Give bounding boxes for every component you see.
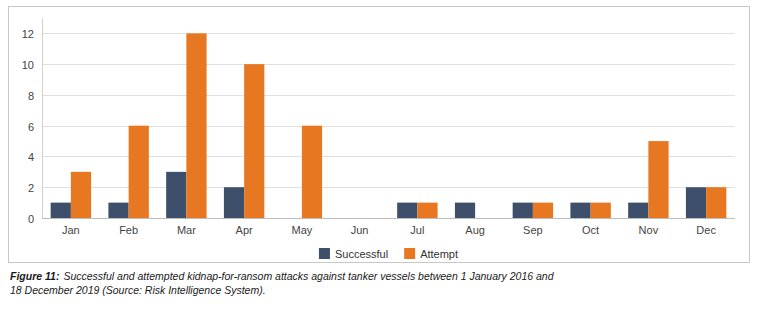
x-tick-label: Nov bbox=[639, 224, 659, 236]
y-axis: 0 2 4 6 8 10 12 bbox=[22, 28, 735, 225]
y-tick-label: 6 bbox=[28, 121, 34, 133]
x-tick-label: Jan bbox=[62, 224, 80, 236]
bar bbox=[339, 218, 359, 219]
legend-label: Successful bbox=[335, 248, 388, 260]
legend-swatch bbox=[404, 248, 415, 259]
bar bbox=[455, 203, 475, 218]
x-tick-label: Jun bbox=[351, 224, 369, 236]
grid-line bbox=[42, 218, 735, 219]
bar bbox=[417, 203, 437, 218]
bar bbox=[591, 203, 611, 218]
chart-container: 0 2 4 6 8 10 12 Jan Feb Mar Apr May Jun Jul Aug Sep Oct N… bbox=[0, 0, 757, 333]
bar bbox=[533, 203, 553, 218]
bar bbox=[570, 203, 590, 218]
bar bbox=[628, 203, 648, 218]
y-tick-label: 10 bbox=[22, 59, 34, 71]
grid-line bbox=[42, 95, 735, 96]
y-axis-line bbox=[42, 18, 43, 218]
bar bbox=[302, 126, 322, 218]
y-tick-label: 0 bbox=[28, 213, 34, 225]
x-tick-label: Apr bbox=[236, 224, 253, 236]
x-tick-label: Feb bbox=[119, 224, 138, 236]
x-tick-label: Sep bbox=[523, 224, 543, 236]
bar bbox=[224, 187, 244, 218]
caption-label: Figure 11: bbox=[10, 270, 59, 282]
legend-swatch bbox=[319, 248, 330, 259]
bar bbox=[51, 203, 71, 218]
bar bbox=[706, 187, 726, 218]
x-tick-label: Aug bbox=[465, 224, 485, 236]
bar bbox=[129, 126, 149, 218]
panel-border bbox=[9, 7, 750, 263]
x-axis-line bbox=[42, 218, 735, 219]
x-tick-label: Dec bbox=[696, 224, 716, 236]
bar bbox=[244, 64, 264, 218]
x-tick-label: Jul bbox=[410, 224, 424, 236]
bar bbox=[360, 218, 380, 219]
bar bbox=[166, 172, 186, 218]
grid-line bbox=[42, 33, 735, 34]
bar bbox=[475, 218, 495, 219]
bar bbox=[513, 203, 533, 218]
bars bbox=[51, 33, 727, 218]
legend: Successful Attempt bbox=[319, 248, 458, 260]
grid-line bbox=[42, 64, 735, 65]
bar bbox=[108, 203, 128, 218]
caption-text: Successful and attempted kidnap-for-rans… bbox=[10, 270, 555, 296]
y-tick-label: 4 bbox=[28, 151, 34, 163]
bar bbox=[648, 141, 668, 218]
legend-label: Attempt bbox=[420, 248, 458, 260]
y-tick-label: 2 bbox=[28, 182, 34, 194]
bar bbox=[686, 187, 706, 218]
bar bbox=[186, 33, 206, 218]
bar bbox=[71, 172, 91, 218]
chart-svg: 0 2 4 6 8 10 12 Jan Feb Mar Apr May Jun Jul Aug Sep Oct N… bbox=[0, 0, 757, 333]
x-tick-label: Oct bbox=[582, 224, 599, 236]
x-axis: Jan Feb Mar Apr May Jun Jul Aug Sep Oct Nov Dec bbox=[62, 224, 716, 236]
y-tick-label: 8 bbox=[28, 90, 34, 102]
y-tick-label: 12 bbox=[22, 28, 34, 40]
x-tick-label: Mar bbox=[177, 224, 196, 236]
x-tick-label: May bbox=[291, 224, 312, 236]
bar bbox=[397, 203, 417, 218]
bar bbox=[282, 218, 302, 219]
